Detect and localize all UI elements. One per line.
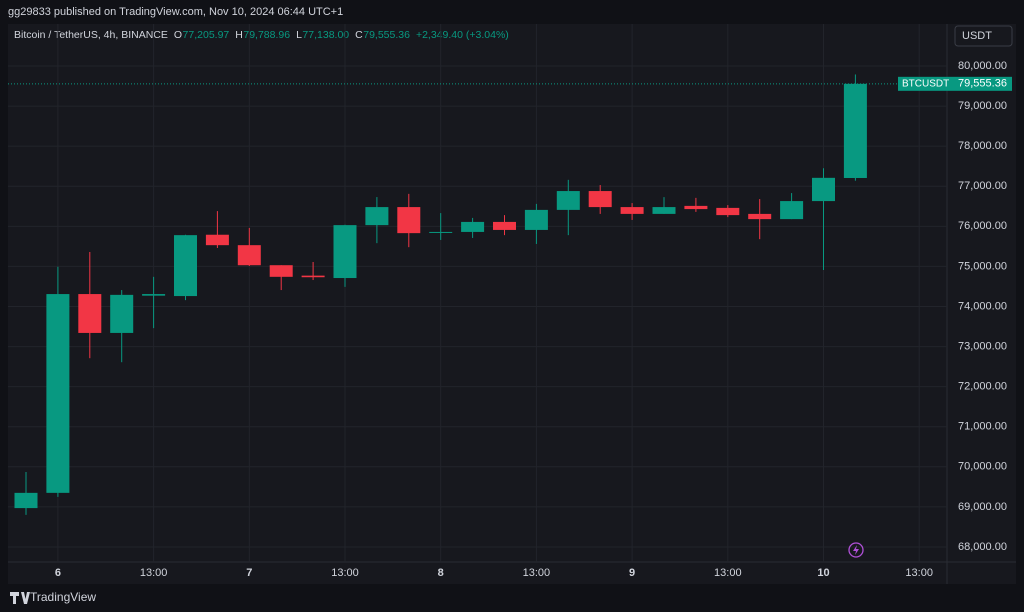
- price-tag-bg: [898, 76, 1012, 91]
- candle-body: [524, 209, 548, 230]
- y-tick-label: 70,000.00: [958, 461, 1007, 473]
- legend-o: O: [174, 29, 182, 41]
- legend-l: L: [296, 29, 302, 41]
- legend-c: C: [355, 29, 363, 41]
- publisher: gg29833 published on TradingView.com, No…: [8, 6, 343, 18]
- y-tick-label: 78,000.00: [958, 140, 1007, 152]
- currency-box: [954, 25, 1013, 47]
- x-tick-label: 6: [55, 567, 61, 579]
- candle-body: [652, 207, 676, 214]
- x-tick-label: 13:00: [140, 567, 168, 579]
- candle-body: [269, 265, 293, 277]
- x-tick-label: 13:00: [523, 567, 551, 579]
- candle-body: [365, 207, 389, 226]
- candle-body: [397, 207, 421, 234]
- currency: USDT: [962, 30, 992, 42]
- candle-body: [14, 492, 38, 509]
- legend-o-value: 77,205.97: [183, 29, 230, 41]
- price-tag-value: 79,555.36: [958, 78, 1007, 90]
- price-tag: BTCUSDT: [902, 78, 949, 89]
- candle-body: [588, 191, 612, 208]
- candle-body: [748, 213, 772, 220]
- candle-body: [716, 207, 740, 216]
- x-tick-label: 13:00: [331, 567, 359, 579]
- candle-body: [429, 231, 453, 233]
- legend-l-value: 77,138.00: [302, 29, 349, 41]
- candle-body: [684, 205, 708, 210]
- candle-body: [110, 294, 134, 333]
- legend-h: H: [235, 29, 243, 41]
- y-tick-label: 68,000.00: [958, 541, 1007, 553]
- y-tick-label: 79,000.00: [958, 100, 1007, 112]
- brand: TradingView: [30, 590, 96, 604]
- legend-change: +2,349.40 (+3.04%): [416, 29, 509, 41]
- candle-body: [46, 294, 70, 493]
- candle-body: [461, 221, 485, 232]
- y-tick-label: 71,000.00: [958, 421, 1007, 433]
- x-tick-label: 8: [438, 567, 444, 579]
- x-tick-label: 10: [817, 567, 829, 579]
- candle-body: [493, 221, 516, 230]
- alert-icon: [848, 542, 864, 558]
- candle-body: [142, 294, 166, 296]
- x-tick-label: 13:00: [905, 567, 933, 579]
- y-tick-label: 75,000.00: [958, 260, 1007, 272]
- candle-body: [556, 191, 580, 210]
- legend-symbol: Bitcoin / TetherUS, 4h, BINANCE: [14, 29, 168, 41]
- candle-body: [78, 294, 102, 333]
- x-tick-label: 9: [629, 567, 635, 579]
- alert-icon-bolt: [853, 545, 859, 555]
- x-tick-label: 13:00: [714, 567, 742, 579]
- y-tick-label: 69,000.00: [958, 501, 1007, 513]
- candle-body: [843, 83, 867, 178]
- candle-body: [780, 201, 804, 220]
- y-tick-label: 72,000.00: [958, 381, 1007, 393]
- candle-body: [205, 234, 229, 246]
- candle-body: [237, 245, 261, 266]
- brand-logo: [10, 592, 30, 604]
- y-tick-label: 80,000.00: [958, 60, 1007, 72]
- y-tick-label: 74,000.00: [958, 300, 1007, 312]
- y-tick-label: 77,000.00: [958, 180, 1007, 192]
- candle-body: [333, 225, 357, 279]
- candle-body: [812, 177, 835, 202]
- plot: 68,000.00 69,000.00 70,000.00 71,000.00 72,0…: [8, 24, 1012, 579]
- y-tick-label: 73,000.00: [958, 340, 1007, 352]
- y-tick-label: 76,000.00: [958, 220, 1007, 232]
- legend: Bitcoin / TetherUS, 4h, BINANCE O 77,205.9…: [14, 29, 509, 41]
- legend-c-value: 79,555.36: [363, 29, 410, 41]
- legend-h-value: 79,788.96: [243, 29, 290, 41]
- candle-body: [620, 207, 644, 214]
- candle-body: [174, 235, 197, 297]
- x-tick-label: 7: [246, 567, 252, 579]
- candle-body: [301, 275, 325, 278]
